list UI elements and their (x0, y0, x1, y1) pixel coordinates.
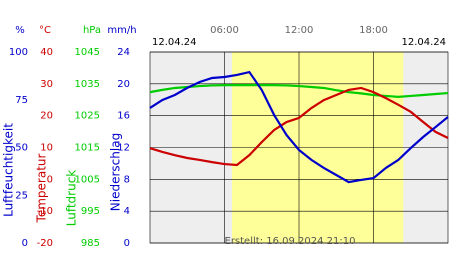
date-right: 12.04.24 (401, 37, 446, 48)
y-tick-label: 24 (117, 47, 130, 58)
y-tick-label: 0 (22, 238, 28, 249)
plot-area: 06:00 12:00 18:00% Luftfeuchtigkeit 0 25 50 75 1… (2, 25, 449, 249)
y-tick-label: 50 (15, 143, 28, 154)
y-tick-label: 30 (40, 79, 53, 90)
date-left: 12.04.24 (152, 37, 197, 48)
y-tick-label: 25 (15, 190, 28, 201)
x-tick-label: 18:00 (359, 25, 388, 36)
axis-unit: % (15, 25, 25, 36)
y-tick-label: 20 (40, 111, 53, 122)
x-tick-label: 06:00 (210, 25, 239, 36)
axis-unit: hPa (83, 25, 101, 36)
y-tick-label: 995 (81, 206, 100, 217)
axis-title: Temperatur (35, 153, 49, 223)
y-tick-label: 40 (40, 47, 53, 58)
y-tick-label: 8 (124, 174, 130, 185)
series-line (149, 86, 449, 167)
y-tick-label: 75 (15, 95, 28, 106)
axis-title: Niederschlag (109, 133, 123, 211)
y-tick-label: 1025 (75, 111, 100, 122)
axis-unit: °C (39, 25, 51, 36)
y-tick-label: 16 (117, 111, 130, 122)
y-tick-label: 0 (124, 238, 130, 249)
y-tick-label: 1045 (75, 47, 100, 58)
y-tick-label: -20 (37, 238, 53, 249)
plot-border (149, 51, 449, 244)
series-line (149, 70, 449, 184)
y-tick-label: 100 (9, 47, 28, 58)
axis-title: Luftdruck (65, 170, 79, 227)
axis-title: Luftfeuchtigkeit (2, 123, 16, 217)
y-tick-label: 4 (124, 206, 130, 217)
axis-unit: mm/h (107, 25, 136, 36)
y-tick-label: 1005 (75, 174, 100, 185)
y-tick-label: 20 (117, 79, 130, 90)
y-tick-label: 1035 (75, 79, 100, 90)
y-tick-label: 10 (40, 143, 53, 154)
series-line (149, 84, 449, 98)
footer: Erstellt: 16.09.2024 21:10 (225, 236, 356, 247)
y-tick-label: -10 (37, 206, 53, 217)
y-tick-label: 12 (117, 143, 130, 154)
y-tick-label: 1015 (75, 143, 100, 154)
y-tick-label: 0 (47, 174, 53, 185)
x-tick-label: 12:00 (285, 25, 314, 36)
y-tick-label: 985 (81, 238, 100, 249)
